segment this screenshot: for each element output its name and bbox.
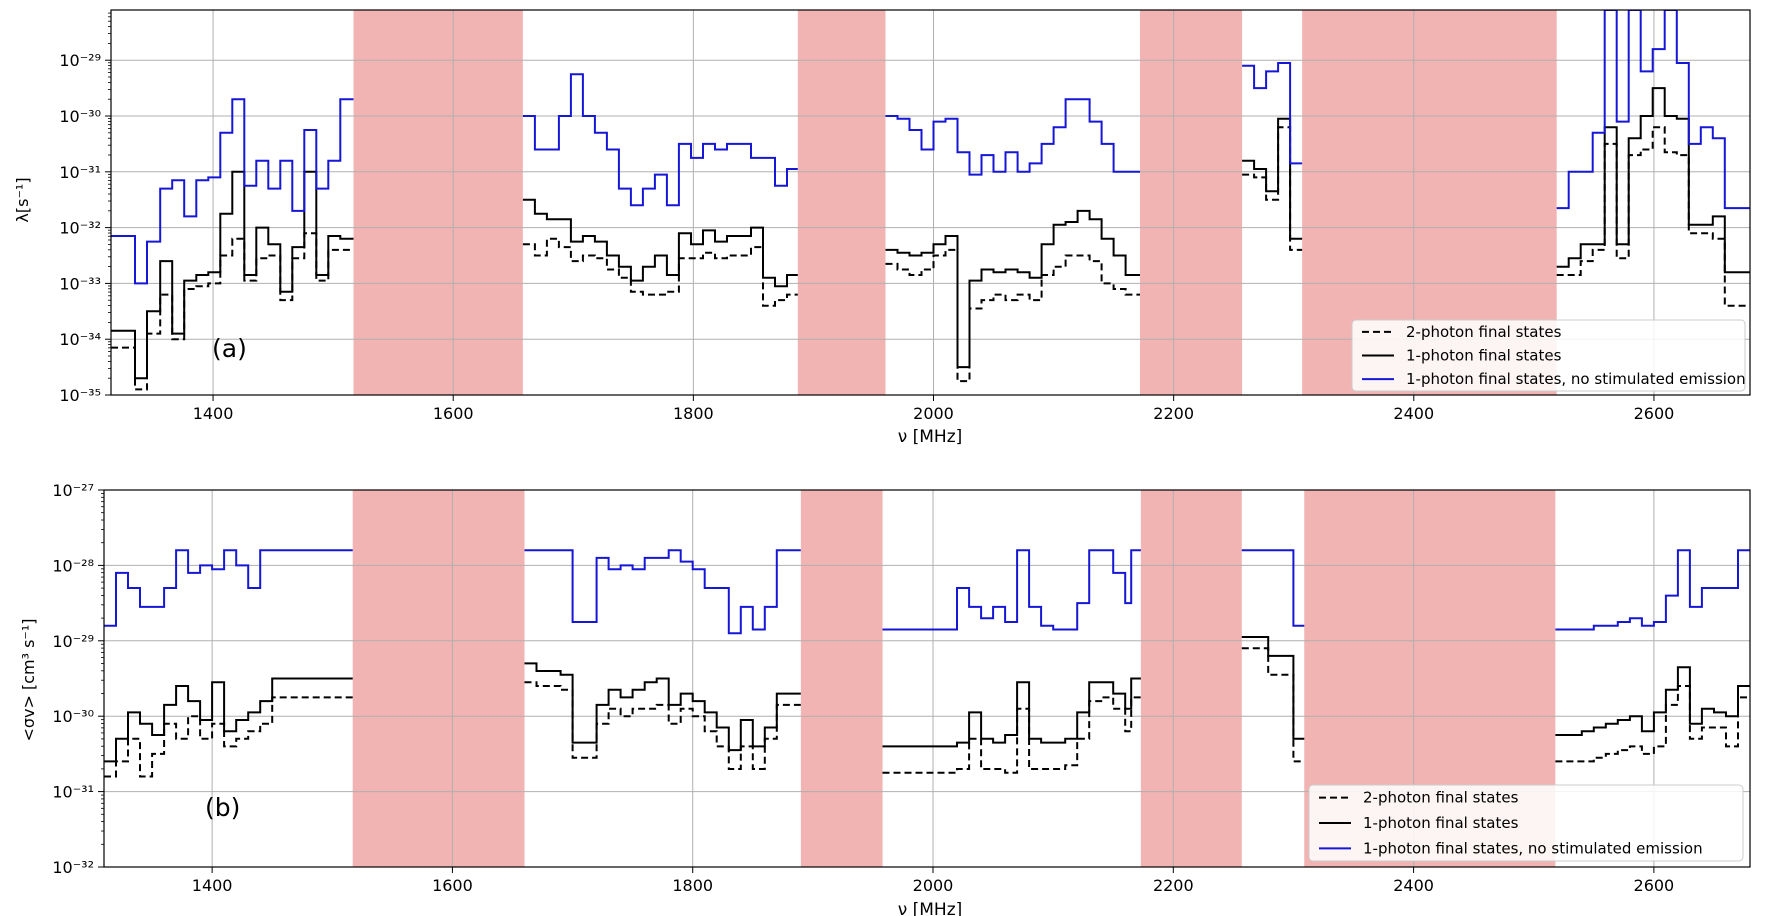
x-tick-label: 1400 bbox=[192, 876, 233, 895]
series-line bbox=[1555, 685, 1750, 763]
series-line bbox=[522, 198, 798, 288]
series-line bbox=[522, 73, 798, 207]
series-line bbox=[524, 681, 801, 770]
x-tick-label: 2200 bbox=[1153, 876, 1194, 895]
masked-band bbox=[352, 490, 525, 867]
series-line bbox=[882, 549, 1141, 631]
series-line bbox=[885, 98, 1140, 176]
panel-a: 1400 1600 1800 2000 2200 2400 2600 10⁻³⁵10⁻³⁴1… bbox=[13, 9, 1751, 447]
plot-frame bbox=[110, 9, 1751, 396]
legend-label: 1-photon final states bbox=[1363, 814, 1519, 832]
x-tick-label: 2400 bbox=[1393, 876, 1434, 895]
series-group bbox=[111, 10, 1750, 391]
masked-band bbox=[353, 10, 523, 395]
x-axis-ticks: 1400 1600 1800 2000 2200 2400 2600 bbox=[193, 395, 1675, 423]
y-tick-label: 10⁻²⁹ bbox=[59, 51, 101, 70]
masked-band bbox=[1140, 490, 1242, 867]
x-tick-label: 2600 bbox=[1634, 404, 1675, 423]
series-line bbox=[104, 677, 353, 763]
y-tick-label: 10⁻³⁰ bbox=[59, 107, 101, 126]
grid-lines bbox=[111, 10, 1750, 396]
x-tick-label: 1800 bbox=[673, 404, 714, 423]
x-axis-title: ν [MHz] bbox=[898, 900, 963, 916]
legend-box bbox=[1351, 319, 1746, 392]
series-line bbox=[1556, 87, 1750, 274]
legend: 2-photon final states 1-photon final stat… bbox=[1308, 784, 1744, 862]
series-line bbox=[885, 209, 1140, 369]
series-line bbox=[1242, 62, 1303, 165]
series-line bbox=[1556, 10, 1750, 210]
y-axis-ticks: 10⁻³⁵ 10⁻³⁴ 10⁻³³ 10⁻³² 10⁻³¹ 10⁻³⁰ 10⁻²⁹ bbox=[59, 12, 111, 405]
x-tick-label: 1800 bbox=[672, 876, 713, 895]
series-line bbox=[1242, 117, 1303, 240]
x-axis-ticks: 1400 1600 1800 2000 2200 2400 2600 bbox=[192, 867, 1674, 895]
y-tick-label: 10⁻³¹ bbox=[52, 783, 94, 802]
legend: 2-photon final states 1-photon final stat… bbox=[1351, 319, 1746, 392]
masked-band bbox=[1140, 10, 1243, 395]
panel-b: 1400 1600 1800 2000 2200 2400 2600 10⁻³²10⁻³¹1… bbox=[19, 481, 1751, 916]
legend-box bbox=[1308, 784, 1744, 862]
y-tick-label: 10⁻³² bbox=[52, 858, 94, 877]
series-line bbox=[522, 237, 798, 307]
y-axis-ticks: 10⁻³² 10⁻³¹ 10⁻³⁰ 10⁻²⁹ 10⁻²⁸ 10⁻²⁷ bbox=[52, 481, 104, 877]
masked-band bbox=[797, 10, 886, 395]
x-tick-label: 1600 bbox=[433, 404, 474, 423]
panel-label: (b) bbox=[205, 793, 240, 822]
y-tick-label: 10⁻³⁰ bbox=[52, 707, 94, 726]
series-line bbox=[1555, 549, 1750, 631]
panel-label: (a) bbox=[212, 334, 247, 363]
legend-label: 1-photon final states bbox=[1406, 347, 1562, 365]
series-line bbox=[1241, 636, 1305, 740]
x-tick-label: 2000 bbox=[913, 876, 954, 895]
y-axis-title: <σv> [cm³ s⁻¹] bbox=[19, 618, 38, 741]
y-tick-label: 10⁻³⁵ bbox=[59, 386, 101, 405]
series-line bbox=[1555, 666, 1750, 736]
x-axis-title: ν [MHz] bbox=[898, 427, 963, 447]
legend-label: 1-photon final states, no stimulated emi… bbox=[1406, 370, 1746, 388]
x-tick-label: 1600 bbox=[432, 876, 473, 895]
series-line bbox=[882, 696, 1141, 774]
x-tick-label: 2000 bbox=[913, 404, 954, 423]
y-tick-label: 10⁻²⁹ bbox=[52, 632, 94, 651]
series-line bbox=[1556, 126, 1750, 307]
series-line bbox=[524, 549, 801, 635]
x-tick-label: 2200 bbox=[1153, 404, 1194, 423]
series-line bbox=[111, 170, 354, 380]
y-tick-label: 10⁻³¹ bbox=[59, 163, 101, 182]
legend-label: 1-photon final states, no stimulated emi… bbox=[1363, 839, 1703, 857]
x-tick-label: 2600 bbox=[1634, 876, 1675, 895]
series-line bbox=[111, 98, 354, 285]
series-line bbox=[882, 677, 1141, 748]
series-line bbox=[885, 248, 1140, 383]
y-tick-label: 10⁻³² bbox=[59, 219, 101, 238]
legend-label: 2-photon final states bbox=[1363, 789, 1519, 807]
series-line bbox=[104, 696, 353, 778]
series-line bbox=[104, 549, 353, 627]
plot-frame bbox=[103, 489, 1751, 868]
y-axis-title: λ[s⁻¹] bbox=[13, 177, 32, 222]
y-tick-label: 10⁻²⁸ bbox=[52, 556, 94, 575]
y-tick-label: 10⁻³³ bbox=[59, 274, 101, 293]
series-line bbox=[1241, 549, 1305, 627]
series-line bbox=[524, 662, 801, 752]
y-tick-label: 10⁻²⁷ bbox=[52, 481, 94, 500]
legend-label: 2-photon final states bbox=[1406, 323, 1562, 341]
x-tick-label: 1400 bbox=[193, 404, 234, 423]
x-tick-label: 2400 bbox=[1393, 404, 1434, 423]
masked-band bbox=[800, 490, 883, 867]
series-group bbox=[104, 549, 1750, 778]
y-tick-label: 10⁻³⁴ bbox=[59, 330, 101, 349]
series-line bbox=[1241, 647, 1305, 763]
series-line bbox=[1242, 126, 1303, 251]
